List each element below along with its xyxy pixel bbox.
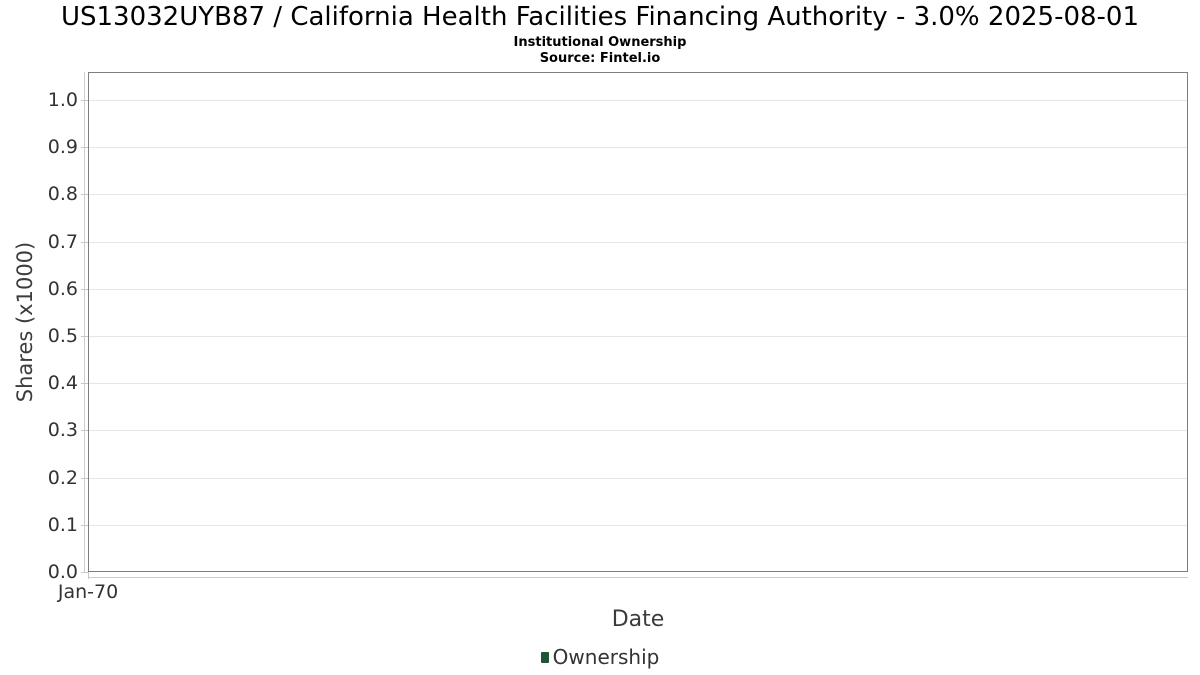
- y-gridline: [89, 336, 1187, 337]
- x-axis-title: Date: [611, 607, 665, 632]
- y-tick-label: 0.3: [47, 419, 78, 441]
- chart-title: US13032UYB87 / California Health Facilit…: [60, 2, 1140, 32]
- y-gridline: [89, 430, 1187, 431]
- y-gridline: [89, 478, 1187, 479]
- legend-item-ownership[interactable]: Ownership: [540, 645, 660, 669]
- y-gridline: [89, 383, 1187, 384]
- y-tick: [81, 336, 88, 337]
- y-gridline: [89, 147, 1187, 148]
- legend-marker-icon: [540, 651, 549, 663]
- y-tick: [81, 478, 88, 479]
- y-gridline: [89, 100, 1187, 101]
- y-tick-label: 0.0: [47, 561, 78, 583]
- chart-subtitle: Institutional Ownership: [513, 35, 687, 50]
- plot-area: [88, 72, 1188, 572]
- y-gridline: [89, 242, 1187, 243]
- y-tick: [81, 100, 88, 101]
- y-tick: [81, 572, 88, 573]
- y-tick-label: 0.4: [47, 372, 78, 394]
- legend-label: Ownership: [552, 645, 660, 669]
- y-tick: [81, 194, 88, 195]
- y-axis-line: [84, 72, 85, 572]
- y-tick-label: 0.9: [47, 136, 78, 158]
- y-tick: [81, 289, 88, 290]
- y-gridline: [89, 289, 1187, 290]
- y-tick: [81, 430, 88, 431]
- y-tick-label: 0.5: [47, 325, 78, 347]
- y-tick-label: 0.7: [47, 231, 78, 253]
- y-tick-label: 0.6: [47, 278, 78, 300]
- y-tick-label: 0.8: [47, 183, 78, 205]
- y-tick: [81, 242, 88, 243]
- legend: Ownership: [0, 645, 1200, 669]
- chart-source-credit: Source: Fintel.io: [539, 51, 661, 66]
- y-tick-label: 0.2: [47, 467, 78, 489]
- y-gridline: [89, 194, 1187, 195]
- x-tick: [88, 572, 89, 579]
- y-tick-label: 1.0: [47, 89, 78, 111]
- y-tick: [81, 383, 88, 384]
- x-tick-label: Jan-70: [57, 581, 119, 603]
- y-gridline: [89, 525, 1187, 526]
- y-tick: [81, 147, 88, 148]
- y-tick-label: 0.1: [47, 514, 78, 536]
- x-axis-line: [88, 577, 1188, 578]
- y-tick: [81, 525, 88, 526]
